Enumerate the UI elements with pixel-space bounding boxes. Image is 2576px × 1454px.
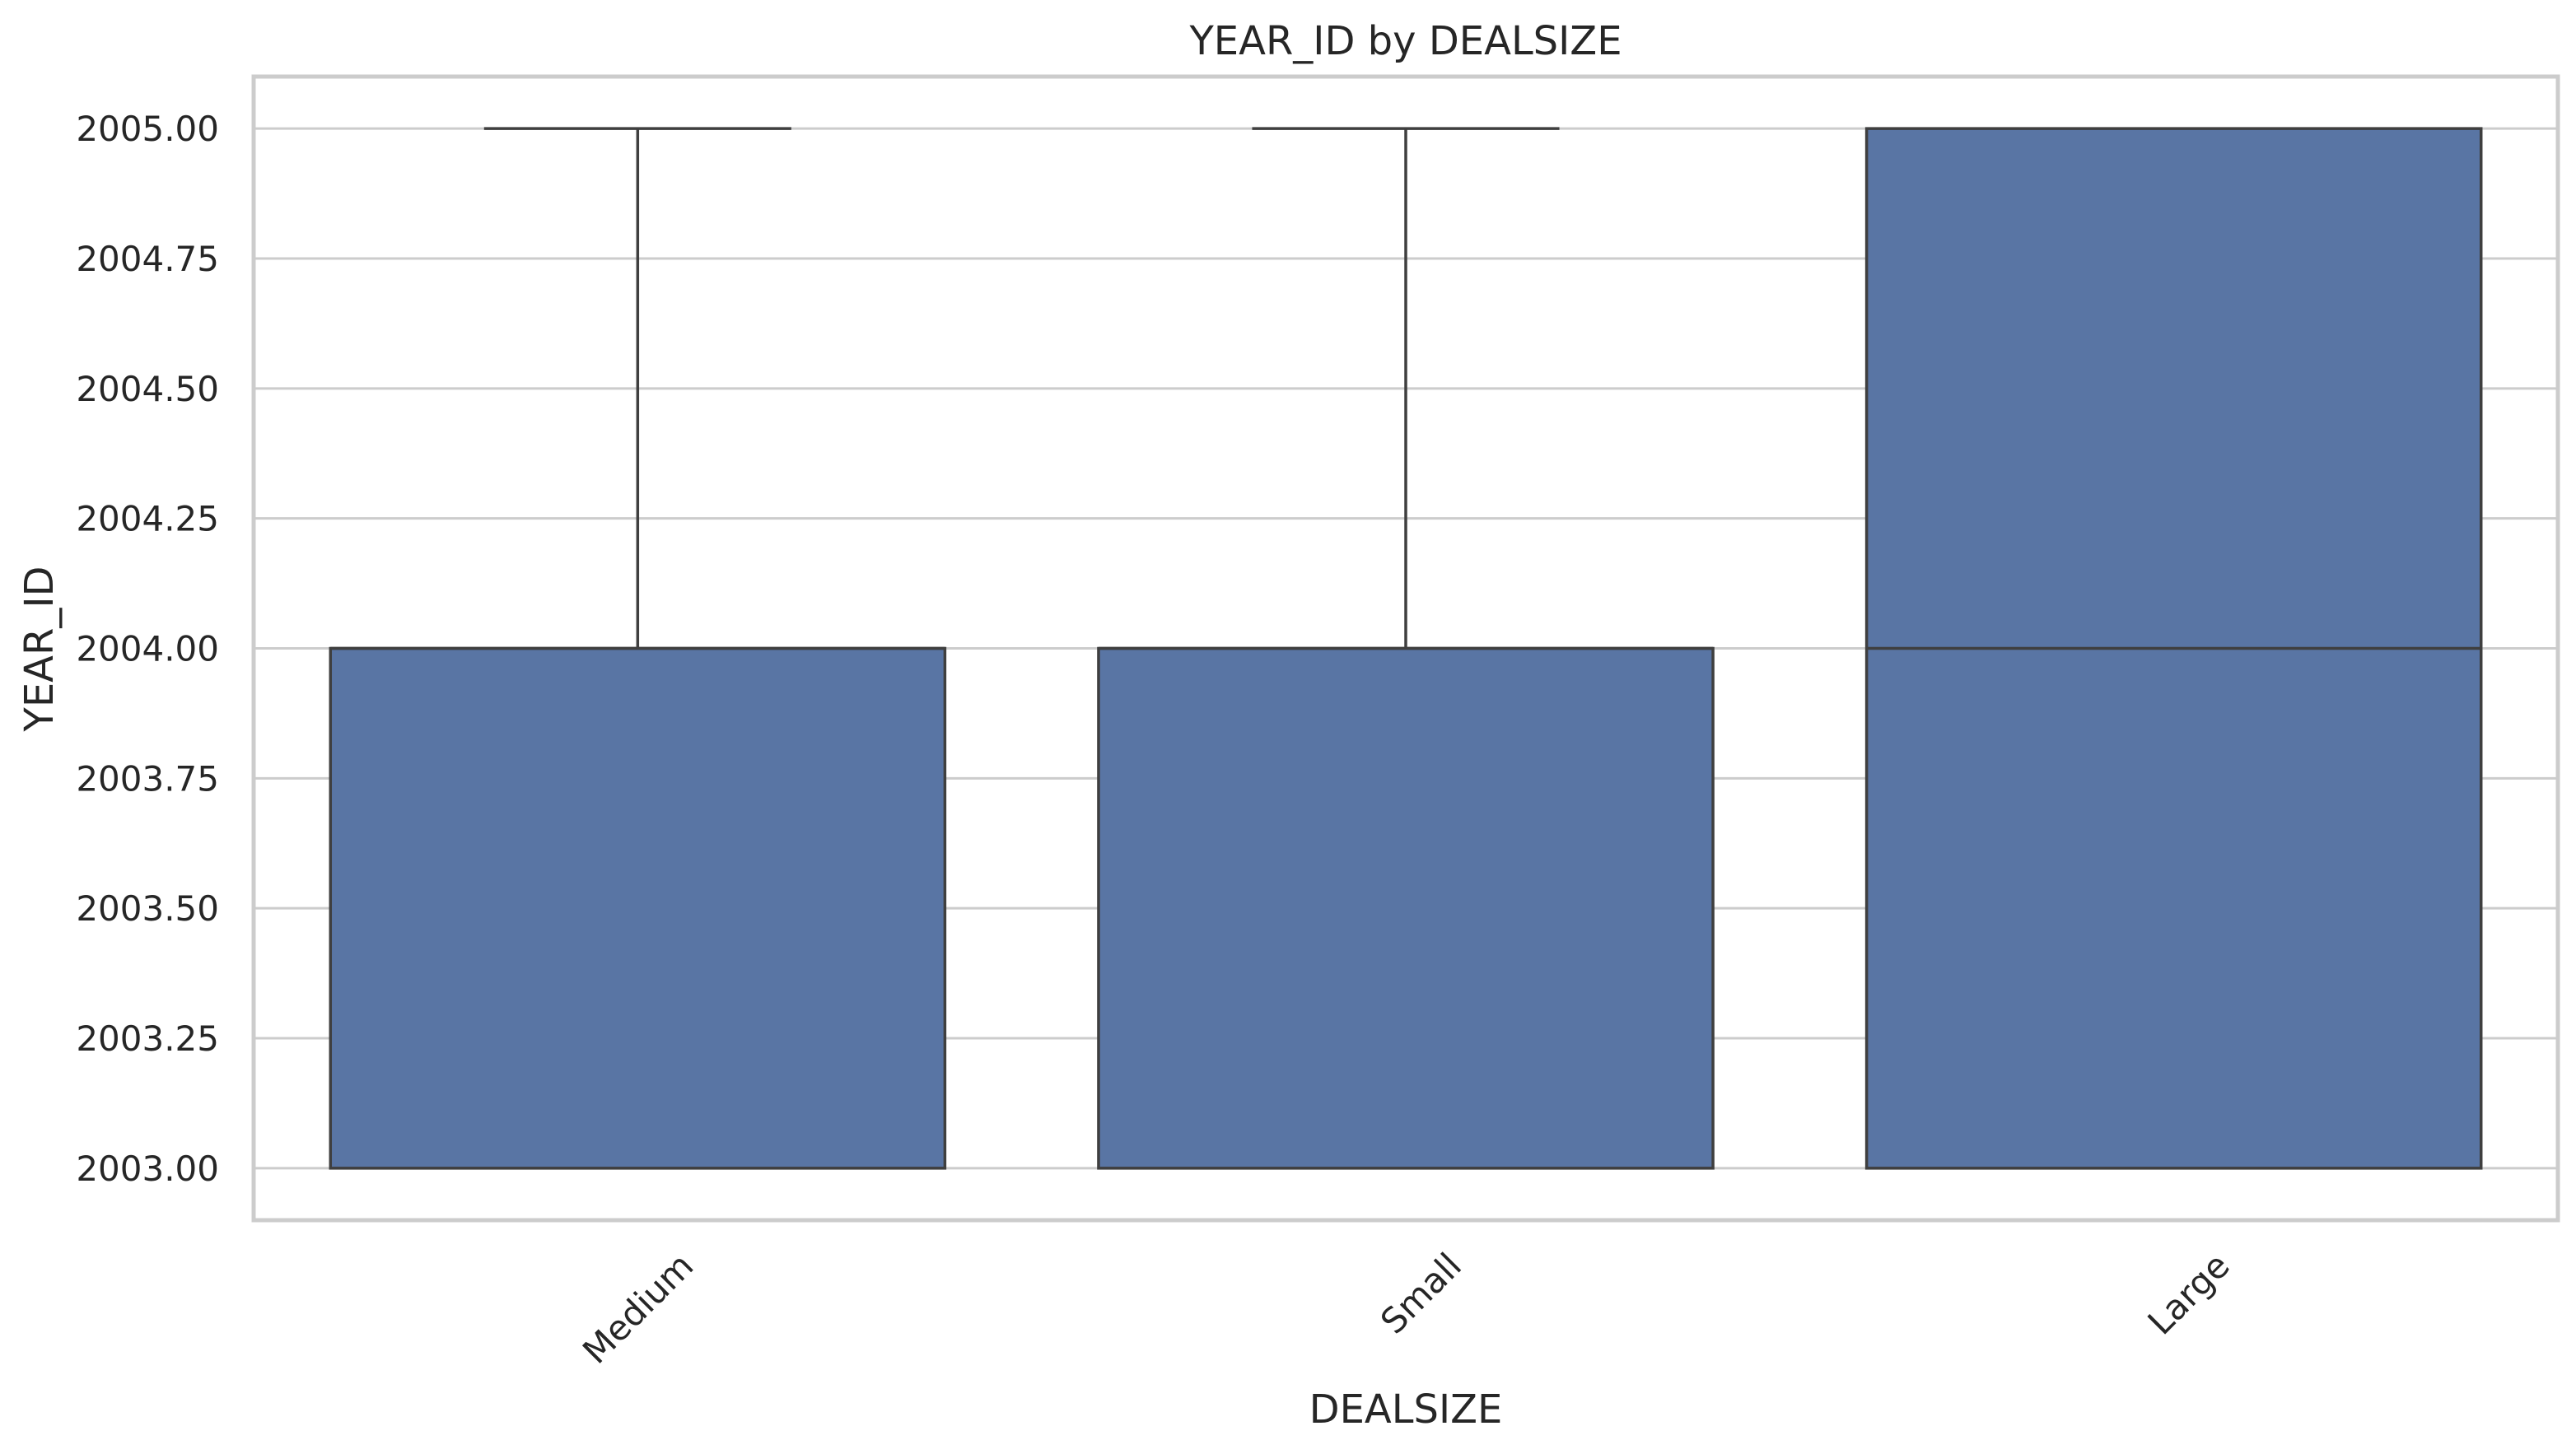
- y-tick-label: 2003.00: [76, 1149, 219, 1189]
- x-tick-label: Medium: [575, 1245, 701, 1371]
- box-plots: [329, 127, 2483, 1170]
- x-tick-labels: Medium Small Large: [575, 1245, 2238, 1371]
- plot-frame: [251, 74, 2560, 1223]
- box-small: [1097, 127, 1715, 1170]
- box-body: [329, 646, 947, 1170]
- x-axis-label: DEALSIZE: [1309, 1386, 1503, 1433]
- y-tick-label: 2003.50: [76, 888, 219, 929]
- y-axis-label: YEAR_ID: [16, 566, 63, 733]
- y-tick-label: 2005.00: [76, 109, 219, 149]
- y-tick-label: 2004.00: [76, 629, 219, 669]
- x-tick-label: Large: [2140, 1245, 2238, 1342]
- chart-title: YEAR_ID by DEALSIZE: [1188, 18, 1622, 64]
- y-tick-label: 2004.50: [76, 369, 219, 409]
- box-medium: [329, 127, 947, 1170]
- box-body: [1097, 646, 1715, 1170]
- y-tick-label: 2004.75: [76, 239, 219, 279]
- y-tick-labels: 2003.00 2003.25 2003.50 2003.75 2004.00 2004.…: [76, 109, 219, 1189]
- x-tick-label: Small: [1373, 1245, 1469, 1341]
- y-tick-label: 2003.25: [76, 1018, 219, 1059]
- y-tick-label: 2003.75: [76, 758, 219, 799]
- box-large: [1864, 127, 2483, 1170]
- y-tick-label: 2004.25: [76, 499, 219, 539]
